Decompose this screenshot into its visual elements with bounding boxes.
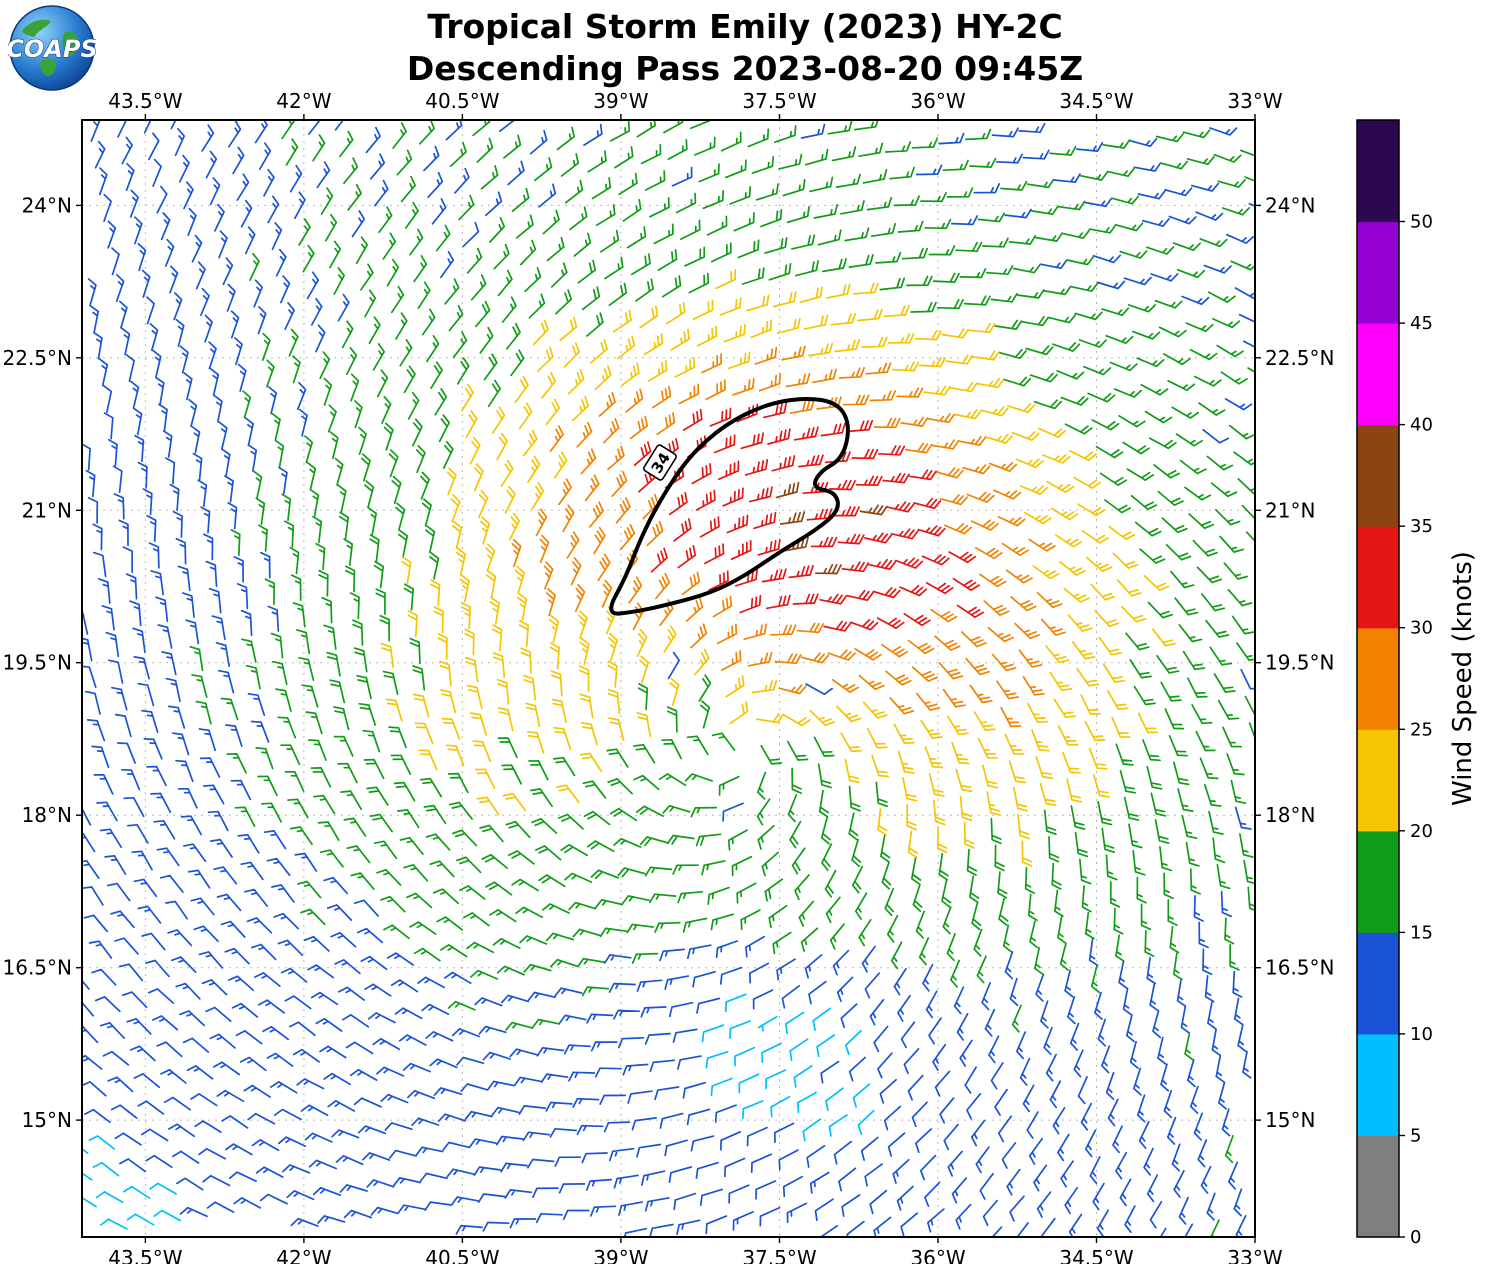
x-tick-label-bottom: 37.5°W [742, 1246, 817, 1264]
colorbar-tick-label: 50 [1410, 212, 1433, 233]
colorbar-segment [1357, 526, 1399, 629]
colorbar-segment [1357, 830, 1399, 933]
colorbar-label: Wind Speed (knots) [1448, 551, 1478, 806]
colorbar-segment [1357, 424, 1399, 527]
contour-label: 34 [643, 444, 677, 481]
x-tick-label-bottom: 34.5°W [1059, 1246, 1134, 1264]
colorbar-segment [1357, 1033, 1399, 1136]
plot-border [81, 119, 1256, 1238]
colorbar-tick-label: 10 [1410, 1024, 1433, 1045]
colorbar-border [1356, 119, 1400, 1238]
colorbar-segment [1357, 932, 1399, 1035]
colorbar-tick-label: 35 [1410, 516, 1433, 537]
x-tick-label-top: 34.5°W [1059, 89, 1134, 113]
x-tick-label-bottom: 36°W [910, 1246, 965, 1264]
colorbar: 0 5 10 15 20 25 30 35 40 45 50 Wind Speed (knots) [1356, 119, 1478, 1248]
x-tick-label-bottom: 39°W [593, 1246, 648, 1264]
title-line-2: Descending Pass 2023-08-20 09:45Z [406, 49, 1084, 89]
wind-barbs-bin-20-25kt [380, 269, 1176, 867]
wind-contour-34kt [609, 396, 850, 616]
globe-land-east [62, 31, 79, 57]
colorbar-tick-label: 40 [1410, 415, 1433, 436]
y-tick-label-left: 15°N [22, 1108, 72, 1132]
wind-barbs-bin-35-40kt [775, 481, 888, 575]
x-tick-label-top: 33°W [1227, 89, 1282, 113]
x-tick-label-top: 42°W [276, 89, 331, 113]
x-tick-label-bottom: 40.5°W [425, 1246, 500, 1264]
colorbar-tick-label: 15 [1410, 922, 1433, 943]
colorbar-segment [1357, 221, 1399, 324]
wind-barbs-bin-25-30kt [511, 345, 1066, 728]
y-tick-label-right: 22.5°N [1265, 346, 1335, 370]
colorbar-tick-label: 30 [1410, 618, 1433, 639]
colorbar-segment [1357, 627, 1399, 730]
wind-barbs-bin-5-10kt [82, 993, 875, 1230]
globe-land-north [22, 19, 51, 37]
colorbar-tick-label: 45 [1410, 313, 1433, 334]
wind-barbs-bin-30-35kt [633, 402, 984, 632]
y-tick-label-right: 16.5°N [1265, 956, 1335, 980]
x-tick-label-bottom: 33°W [1227, 1246, 1282, 1264]
colorbar-tick-label: 25 [1410, 719, 1433, 740]
wind-barbs-bin-15-20kt [189, 120, 1255, 1237]
y-tick-label-left: 22.5°N [3, 346, 73, 370]
y-tick-label-left: 18°N [22, 803, 72, 827]
y-tick-label-left: 19.5°N [3, 651, 73, 675]
y-tick-label-right: 21°N [1265, 498, 1315, 522]
x-tick-label-top: 36°W [910, 89, 965, 113]
colorbar-segment [1357, 120, 1399, 223]
x-tick-label-top: 39°W [593, 89, 648, 113]
colorbar-segment [1357, 729, 1399, 832]
colorbar-tick-label: 5 [1410, 1126, 1421, 1147]
coaps-logo: COAPS [6, 4, 98, 96]
coaps-logo-globe: COAPS [6, 5, 98, 91]
colorbar-segment [1357, 1135, 1399, 1238]
y-tick-label-right: 24°N [1265, 193, 1315, 217]
y-tick-label-left: 24°N [22, 193, 72, 217]
x-tick-label-top: 37.5°W [742, 89, 817, 113]
x-tick-label-top: 40.5°W [425, 89, 500, 113]
x-tick-label-bottom: 42°W [276, 1246, 331, 1264]
y-tick-label-right: 18°N [1265, 803, 1315, 827]
title-line-1: Tropical Storm Emily (2023) HY-2C [427, 7, 1063, 46]
colorbar-segment [1357, 323, 1399, 426]
colorbar-tick-label: 0 [1410, 1227, 1421, 1248]
logo-text: COAPS [8, 35, 96, 63]
y-tick-label-right: 19.5°N [1265, 651, 1335, 675]
axis-ticks [76, 114, 1261, 1243]
wind-barb-field [82, 120, 1255, 1237]
y-tick-label-left: 21°N [22, 498, 72, 522]
x-tick-label-bottom: 43.5°W [108, 1246, 183, 1264]
y-tick-label-right: 15°N [1265, 1108, 1315, 1132]
globe-land-south [39, 58, 57, 77]
figure-title: Tropical Storm Emily (2023) HY-2C Descen… [0, 6, 1490, 90]
y-tick-label-left: 16.5°N [3, 956, 73, 980]
colorbar-tick-label: 20 [1410, 821, 1433, 842]
x-tick-label-top: 43.5°W [108, 89, 183, 113]
axis-tick-labels: 43.5°W 43.5°W 42°W 42°W 40.5°W 40.5°W 39°W 39°W… [3, 89, 1335, 1264]
